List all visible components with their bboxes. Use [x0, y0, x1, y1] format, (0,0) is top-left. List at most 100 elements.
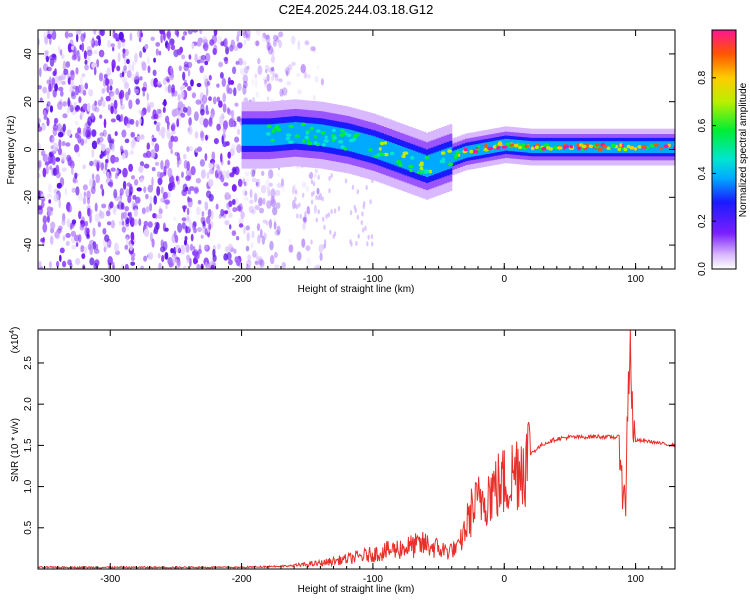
spectrogram-noise-mark [77, 152, 81, 157]
spectrogram-noise-mark [230, 109, 235, 118]
spectrogram-noise-mark [62, 113, 68, 119]
spectrogram-noise-mark [227, 160, 231, 166]
spectrogram-noise-mark [120, 212, 124, 221]
chart-title: C2E4.2025.244.03.18.G12 [279, 2, 434, 17]
spectrogram-noise-mark [278, 78, 283, 83]
spectrogram-noise-mark [118, 197, 122, 203]
spectrogram-noise-mark [186, 146, 190, 153]
spectrogram-noise-mark [48, 67, 53, 72]
spectrogram-noise-mark [185, 168, 191, 177]
spectrogram-noise-mark [84, 82, 89, 90]
spectrogram-noise-mark [121, 220, 125, 226]
spectrogram-ridge-band [336, 127, 340, 149]
spectrogram-noise-mark [96, 137, 101, 145]
spectrogram-noise-mark [191, 224, 195, 231]
y-tick-label: 0.5 [23, 520, 34, 534]
spectrogram-noise-mark [271, 66, 275, 72]
spectrogram-noise-mark [91, 173, 95, 180]
spectrogram-noise-mark [160, 186, 164, 194]
spectrogram-ridge-core [505, 142, 511, 146]
spectrogram-noise-mark [312, 181, 316, 187]
spectrogram-noise-mark [272, 73, 278, 78]
spectrogram-noise-mark [236, 144, 242, 154]
spectrogram-noise-mark [195, 206, 201, 216]
spectrogram-noise-mark [332, 234, 335, 239]
spectrogram-noise-mark [180, 112, 186, 118]
spectrogram-noise-mark [290, 62, 293, 71]
spectrogram-noise-mark [199, 58, 205, 64]
spectrogram-noise-mark [268, 169, 274, 179]
spectrogram-noise-mark [121, 129, 127, 138]
spectrogram-noise-mark [310, 179, 314, 185]
spectrogram-noise-mark [104, 234, 110, 243]
spectrogram-noise-mark [45, 153, 50, 163]
spectrogram-noise-mark [224, 56, 229, 65]
spectrogram-noise-mark [147, 65, 151, 74]
spectrogram-noise-mark [303, 69, 307, 79]
spectrogram-ridge-band [294, 122, 298, 144]
spectrogram-noise-mark [265, 179, 270, 189]
spectrogram-noise-mark [138, 118, 142, 125]
spectrogram-noise-mark [315, 217, 318, 223]
spectrogram-noise-mark [136, 30, 142, 39]
spectrogram-noise-mark [107, 255, 113, 266]
spectrogram-noise-mark [237, 178, 243, 187]
spectrogram-ridge-core [473, 149, 479, 154]
spectrogram-noise-mark [165, 40, 169, 49]
spectrogram-noise-mark [256, 223, 261, 232]
spectrogram-noise-mark [62, 260, 67, 268]
spectrogram-noise-mark [57, 147, 63, 156]
spectrogram-noise-mark [149, 101, 155, 108]
spectrogram-noise-mark [61, 218, 66, 226]
spectrogram-noise-mark [176, 160, 180, 168]
spectrogram-noise-mark [170, 65, 173, 75]
spectrogram-noise-mark [318, 244, 324, 254]
spectrogram-noise-mark [291, 61, 296, 66]
spectrogram-noise-mark [236, 205, 242, 212]
spectrogram-noise-mark [150, 149, 156, 159]
spectrogram-noise-mark [129, 32, 133, 41]
spectrogram-noise-mark [77, 234, 82, 243]
spectrogram-noise-mark [138, 218, 142, 226]
spectrogram-ridge-core [484, 143, 488, 148]
spectrogram-noise-mark [208, 96, 212, 102]
spectrogram-noise-mark [51, 155, 56, 166]
spectrogram-noise-mark [203, 257, 209, 266]
spectrogram-noise-mark [48, 183, 52, 193]
spectrogram-noise-mark [93, 30, 97, 35]
spectrogram-noise-mark [161, 254, 165, 263]
spectrogram-noise-mark [223, 57, 228, 62]
spectrogram-noise-mark [119, 188, 124, 196]
spectrogram-noise-mark [192, 221, 197, 228]
spectrogram-noise-mark [246, 259, 252, 267]
spectrogram-noise-mark [302, 192, 305, 198]
spectrogram-noise-mark [281, 87, 288, 96]
spectrogram-noise-mark [61, 167, 67, 172]
spectrogram-noise-mark [241, 30, 247, 36]
spectrogram-noise-mark [134, 88, 139, 94]
spectrogram-noise-mark [101, 203, 107, 209]
spectrogram-noise-mark [323, 239, 327, 249]
spectrogram-noise-mark [259, 259, 265, 267]
spectrogram-noise-mark [227, 76, 231, 86]
spectrogram-ridge-band [567, 141, 571, 153]
spectrogram-noise-mark [313, 265, 320, 269]
spectrogram-noise-mark [96, 161, 100, 172]
spectrogram-noise-mark [79, 244, 84, 253]
spectrogram-noise-mark [50, 207, 54, 212]
spectrogram-noise-mark [247, 254, 252, 261]
spectrogram-noise-mark [174, 244, 181, 253]
spectrogram-noise-mark [58, 45, 61, 54]
spectrogram-noise-mark [264, 79, 268, 88]
spectrogram-noise-mark [278, 39, 282, 49]
spectrogram-ridge-core [266, 124, 272, 128]
spectrogram-noise-mark [121, 152, 126, 160]
spectrogram-ridge-band [425, 155, 429, 177]
spectrogram-ridge-core [448, 162, 454, 166]
spectrogram-noise-mark [100, 96, 104, 102]
spectrogram-noise-mark [135, 120, 139, 127]
y-tick-label: 1.0 [23, 479, 34, 493]
spectrogram-noise-mark [182, 265, 187, 269]
spectrogram-noise-mark [167, 167, 173, 178]
